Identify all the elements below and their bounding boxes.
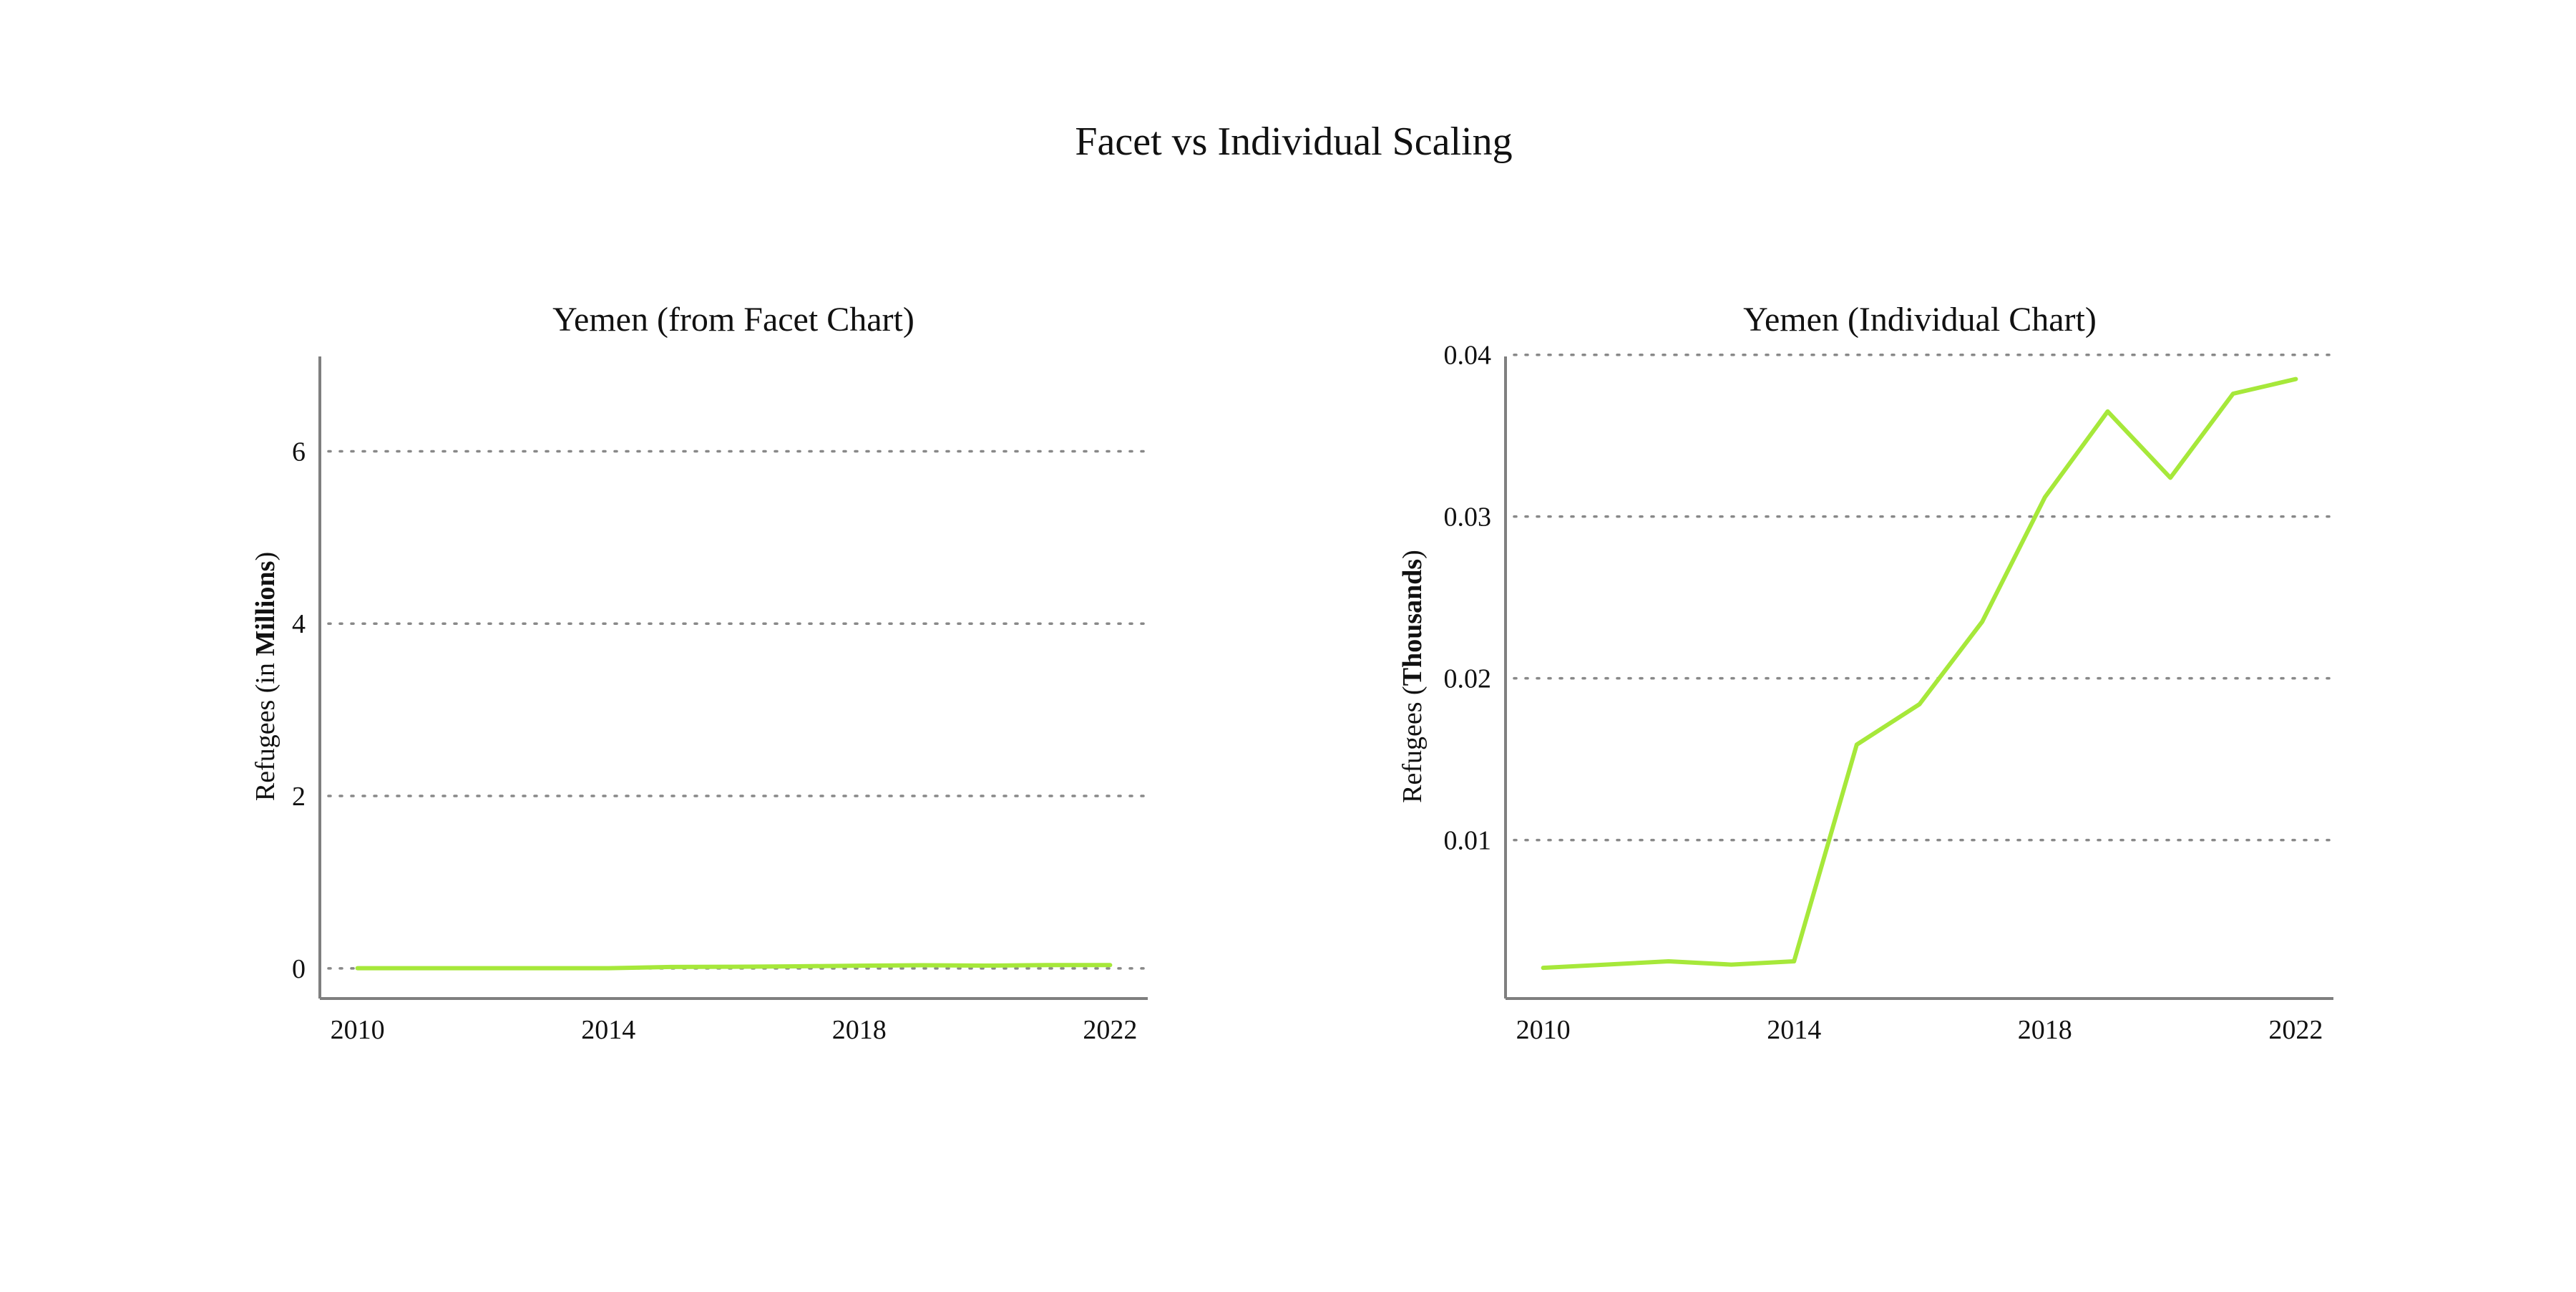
facet-chart-series-line <box>355 963 1113 971</box>
facet-chart-x-tick-label: 2018 <box>832 1015 887 1045</box>
individual-chart-x-tick-label: 2010 <box>1516 1015 1571 1045</box>
individual-chart-x-tick-label: 2018 <box>2018 1015 2072 1045</box>
facet-chart-x-tick-label: 2010 <box>331 1015 385 1045</box>
facet-chart-x-tick-label: 2022 <box>1083 1015 1137 1045</box>
individual-chart-panel: Yemen (Individual Chart) Refugees (Thous… <box>1397 301 2333 1045</box>
individual-chart-y-tick-label: 0.02 <box>1444 664 1492 694</box>
individual-chart-y-axis-label: Refugees (Thousands) <box>1397 550 1428 803</box>
facet-chart-y-tick-label: 4 <box>292 609 306 639</box>
individual-chart-series-line <box>1541 377 2298 971</box>
individual-chart-x-tick-label: 2022 <box>2268 1015 2323 1045</box>
individual-chart-title: Yemen (Individual Chart) <box>1743 301 2097 339</box>
individual-chart-y-tick-label: 0.01 <box>1444 826 1492 856</box>
individual-chart-x-tick-label: 2014 <box>1767 1015 1821 1045</box>
facet-chart-y-tick-label: 0 <box>292 954 306 984</box>
chart-main-title: Facet vs Individual Scaling <box>1075 120 1512 164</box>
facet-chart-y-tick-label: 6 <box>292 437 306 467</box>
facet-chart-x-tick-label: 2014 <box>581 1015 635 1045</box>
facet-chart-panel: Yemen (from Facet Chart) Refugees (in Mi… <box>250 301 1148 1045</box>
facet-chart-y-tick-label: 2 <box>292 782 306 812</box>
facet-chart-title: Yemen (from Facet Chart) <box>552 301 914 339</box>
facet-chart-y-axis-label: Refugees (in Millions) <box>250 552 280 801</box>
individual-chart-y-tick-label: 0.04 <box>1444 341 1492 371</box>
individual-chart-y-tick-label: 0.03 <box>1444 502 1492 533</box>
